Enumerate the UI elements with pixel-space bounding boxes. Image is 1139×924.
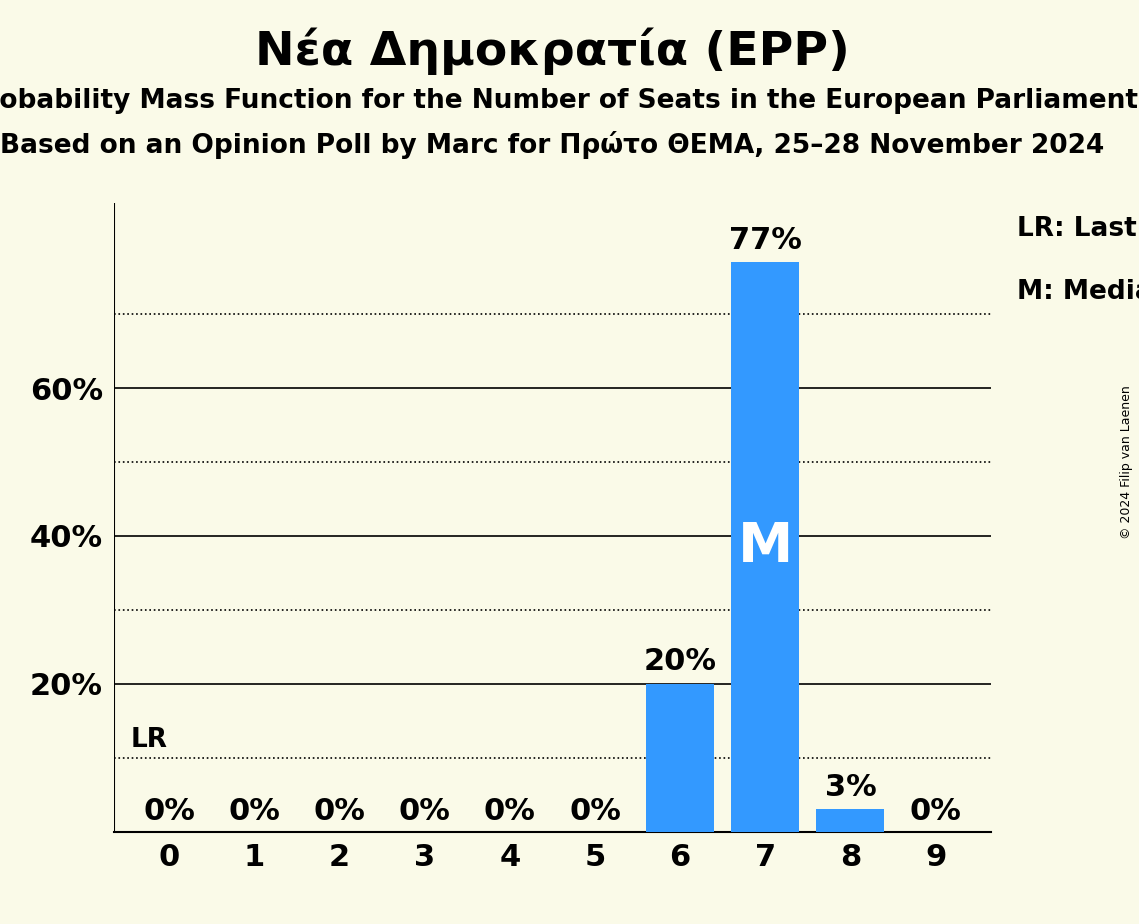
Text: 0%: 0% [144,796,195,826]
Text: Probability Mass Function for the Number of Seats in the European Parliament: Probability Mass Function for the Number… [0,88,1138,114]
Bar [731,262,800,832]
Text: 3%: 3% [825,773,876,802]
Text: Based on an Opinion Poll by Marc for Πρώτο ΘΕΜΑ, 25–28 November 2024: Based on an Opinion Poll by Marc for Πρώ… [0,131,1105,159]
Text: © 2024 Filip van Laenen: © 2024 Filip van Laenen [1121,385,1133,539]
Text: 0%: 0% [484,796,535,826]
Bar [646,684,714,832]
Text: 0%: 0% [910,796,961,826]
Text: 0%: 0% [570,796,621,826]
Bar [817,809,885,832]
Text: M: M [738,520,793,574]
Text: LR: LR [131,727,167,753]
Text: Νέα Δημοκρατία (EPP): Νέα Δημοκρατία (EPP) [255,28,850,75]
Text: 77%: 77% [729,226,802,255]
Text: M: Median: M: Median [1017,279,1139,305]
Text: 0%: 0% [229,796,280,826]
Text: 0%: 0% [313,796,366,826]
Text: 0%: 0% [399,796,451,826]
Text: 20%: 20% [644,648,716,676]
Text: LR: Last Result: LR: Last Result [1017,216,1139,242]
